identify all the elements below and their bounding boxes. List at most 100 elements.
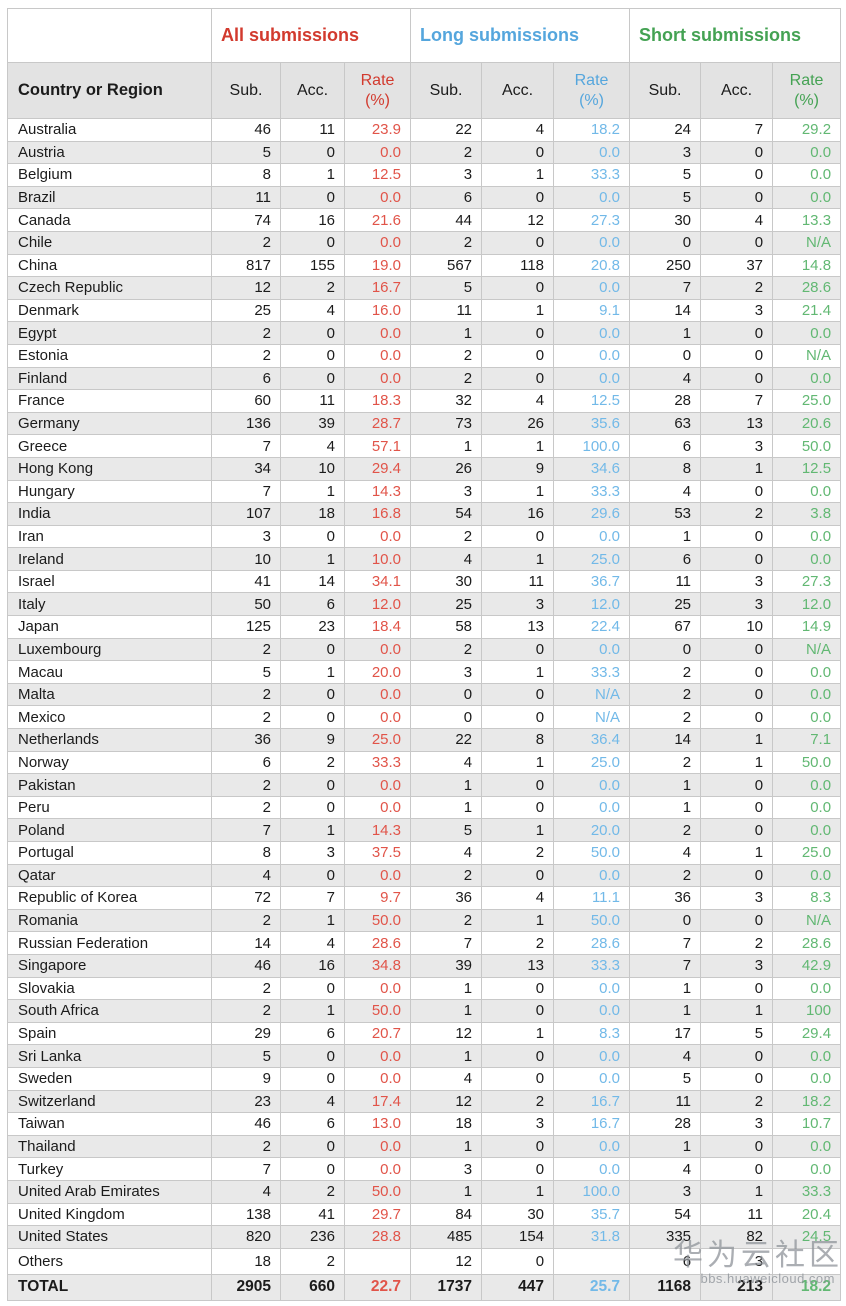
value-cell: 25.0: [772, 841, 842, 865]
table-row: Iran 3 0 0.0 2 0 0.0 1 0 0.0: [7, 524, 842, 549]
value-cell: 0: [481, 795, 555, 820]
value-cell: 34.8: [343, 953, 412, 978]
value-cell: 34.1: [343, 569, 412, 594]
country-cell: Norway: [7, 750, 212, 775]
table-row: Greece 7 4 57.1 1 1 100.0 6 3 50.0: [7, 434, 842, 458]
table-row: Portugal 8 3 37.5 4 2 50.0 4 1 25.0: [7, 841, 842, 865]
value-cell: 25: [410, 592, 483, 617]
value-cell: 12.0: [343, 592, 412, 617]
value-cell: 3: [700, 886, 774, 910]
value-cell: 4: [410, 547, 483, 571]
value-cell: 0.0: [343, 366, 412, 391]
value-cell: 34: [211, 456, 281, 481]
value-cell: 28.6: [553, 931, 631, 955]
country-cell: Australia: [7, 118, 212, 142]
table-row: India 107 18 16.8 54 16 29.6 53 2 3.8: [7, 502, 842, 526]
value-cell: 0.0: [772, 185, 842, 210]
value-cell: 35.6: [553, 411, 631, 436]
value-cell: 8: [629, 456, 702, 481]
value-cell: 2: [280, 1179, 345, 1204]
value-cell: 36: [629, 886, 702, 910]
value-cell: 50.0: [772, 750, 842, 775]
value-cell: 0.0: [772, 321, 842, 345]
value-cell: 0: [700, 1066, 774, 1091]
value-cell: 58: [410, 615, 483, 639]
value-cell: 2: [410, 366, 483, 391]
value-cell: 7: [629, 931, 702, 955]
value-cell: 11: [481, 569, 555, 594]
value-cell: 16: [481, 502, 555, 526]
all-sub-header: Sub.: [211, 62, 281, 119]
value-cell: 817: [211, 253, 281, 278]
value-cell: 4: [481, 886, 555, 910]
table-row: Peru 2 0 0.0 1 0 0.0 1 0 0.0: [7, 795, 842, 820]
value-cell: 1: [280, 163, 345, 187]
value-cell: 27.3: [772, 569, 842, 594]
value-cell: 25.0: [553, 750, 631, 775]
value-cell: 0: [280, 637, 345, 662]
value-cell: 0.0: [553, 773, 631, 797]
value-cell: 18.2: [772, 1273, 842, 1301]
value-cell: 2: [629, 750, 702, 775]
value-cell: 7: [700, 389, 774, 413]
value-cell: 0.0: [772, 1134, 842, 1159]
country-cell: Israel: [7, 569, 212, 594]
value-cell: 335: [629, 1225, 702, 1249]
value-cell: 10: [700, 615, 774, 639]
value-cell: 50.0: [553, 908, 631, 933]
value-cell: 25.0: [553, 547, 631, 571]
table-row: Austria 5 0 0.0 2 0 0.0 3 0 0.0: [7, 140, 842, 165]
value-cell: 0.0: [343, 1044, 412, 1068]
value-cell: 0: [280, 524, 345, 549]
value-cell: 18.3: [343, 389, 412, 413]
value-cell: 53: [629, 502, 702, 526]
country-cell: Japan: [7, 615, 212, 639]
value-cell: 29.4: [343, 456, 412, 481]
value-cell: 0.0: [343, 140, 412, 165]
value-cell: 72: [211, 886, 281, 910]
table-row: Netherlands 36 9 25.0 22 8 36.4 14 1 7.1: [7, 728, 842, 752]
value-cell: 2: [700, 1089, 774, 1114]
value-cell: 30: [481, 1202, 555, 1227]
corner-cell: [7, 8, 212, 63]
value-cell: 4: [481, 389, 555, 413]
value-cell: 4: [280, 1089, 345, 1114]
country-cell: Egypt: [7, 321, 212, 345]
country-cell: Netherlands: [7, 728, 212, 752]
value-cell: 567: [410, 253, 483, 278]
value-cell: 5: [629, 1066, 702, 1091]
table-row: Denmark 25 4 16.0 11 1 9.1 14 3 21.4: [7, 298, 842, 323]
value-cell: 2: [700, 931, 774, 955]
value-cell: 4: [280, 434, 345, 458]
value-cell: N/A: [553, 705, 631, 730]
long-rate-header: Rate (%): [553, 62, 631, 119]
country-cell: Greece: [7, 434, 212, 458]
value-cell: 22.7: [343, 1273, 412, 1301]
value-cell: 1: [700, 841, 774, 865]
value-cell: 0: [481, 140, 555, 165]
value-cell: 16.0: [343, 298, 412, 323]
value-cell: 0: [481, 524, 555, 549]
value-cell: 125: [211, 615, 281, 639]
country-cell: Switzerland: [7, 1089, 212, 1114]
country-cell: Canada: [7, 208, 212, 232]
table-row: Spain 29 6 20.7 12 1 8.3 17 5 29.4: [7, 1021, 842, 1046]
value-cell: 0: [700, 140, 774, 165]
table-row: Luxembourg 2 0 0.0 2 0 0.0 0 0 N/A: [7, 637, 842, 662]
long-sub-header: Sub.: [410, 62, 483, 119]
value-cell: 63: [629, 411, 702, 436]
value-cell: 11: [629, 1089, 702, 1114]
value-cell: 37.5: [343, 841, 412, 865]
value-cell: 24: [629, 118, 702, 142]
value-cell: 1: [410, 795, 483, 820]
value-cell: 0.0: [772, 1066, 842, 1091]
country-cell: Taiwan: [7, 1112, 212, 1136]
table-row: Poland 7 1 14.3 5 1 20.0 2 0 0.0: [7, 818, 842, 842]
value-cell: 25.0: [343, 728, 412, 752]
table-row: Hong Kong 34 10 29.4 26 9 34.6 8 1 12.5: [7, 456, 842, 481]
value-cell: 0.0: [772, 795, 842, 820]
value-cell: 1: [410, 1044, 483, 1068]
table-row: United States 820 236 28.8 485 154 31.8 …: [7, 1225, 842, 1249]
value-cell: 2: [211, 682, 281, 707]
value-cell: 42.9: [772, 953, 842, 978]
